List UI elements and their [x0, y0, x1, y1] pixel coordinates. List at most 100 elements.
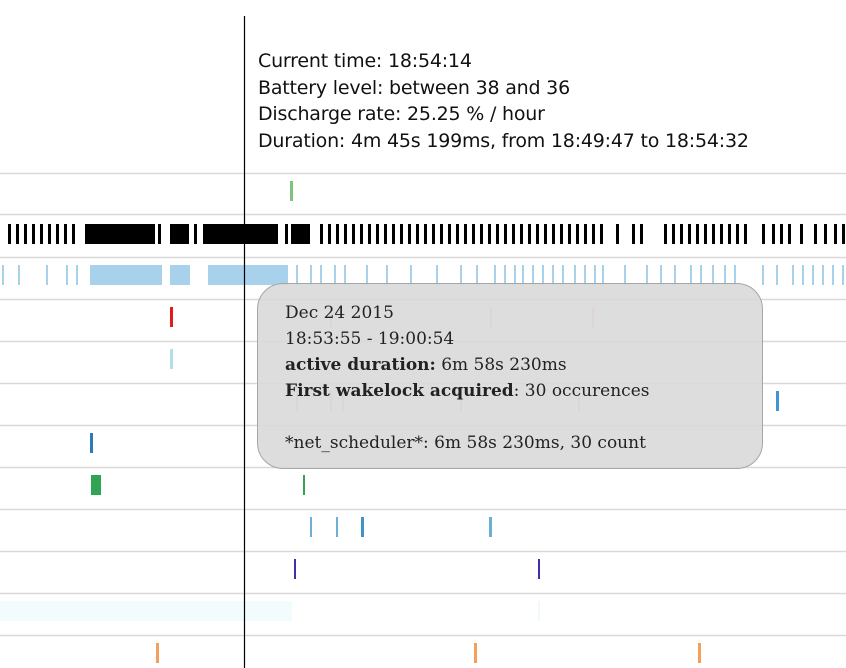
tooltip-first-wakelock: First wakelock acquired: 30 occurences [285, 378, 762, 404]
wakelock-segment [532, 265, 534, 285]
event-tick [303, 475, 305, 495]
wakelock-tooltip: Dec 24 2015 18:53:55 - 19:00:54 active d… [257, 283, 763, 469]
tooltip-net-scheduler: *net_scheduler*: 6m 58s 230ms, 30 count [285, 433, 646, 453]
wakelock-segment [700, 265, 702, 285]
event-tick [310, 517, 312, 537]
event-tick [156, 643, 159, 663]
screen-on-segment [488, 224, 491, 244]
screen-on-segment [640, 224, 643, 244]
wakelock-segment [460, 265, 462, 285]
wakelock-segment [734, 265, 736, 285]
first-wakelock-value: : 30 occurences [513, 381, 650, 401]
wakelock-segment [832, 265, 834, 285]
screen-on-segment [800, 224, 803, 244]
event-tick [489, 517, 492, 537]
screen-on-segment [408, 224, 411, 244]
screen-on-segment [584, 224, 587, 244]
wakelock-segment [542, 265, 544, 285]
event-tick [90, 433, 93, 453]
screen-on-segment [40, 224, 43, 244]
duration: Duration: 4m 45s 199ms, from 18:49:47 to… [258, 129, 749, 152]
event-tick [290, 181, 293, 201]
wakelock-segment [344, 265, 346, 285]
screen-on-segment [704, 224, 707, 244]
wakelock-segment [18, 265, 20, 285]
screen-on-segment [344, 224, 347, 244]
discharge-rate: Discharge rate: 25.25 % / hour [258, 103, 545, 125]
screen-on-segment [72, 224, 75, 244]
screen-on-segment [834, 224, 837, 244]
screen-on-segment [688, 224, 691, 244]
event-tick [170, 307, 173, 327]
wakelock-segment [504, 265, 506, 285]
screen-on-segment [772, 224, 775, 244]
wakelock-segment [602, 265, 604, 285]
wakelock-segment [522, 265, 524, 285]
wakelock-segment [552, 265, 554, 285]
screen-on-segment [170, 224, 189, 244]
screen-on-segment [64, 224, 67, 244]
screen-on-segment [762, 224, 765, 244]
wakelock-segment [562, 265, 564, 285]
event-tick [170, 349, 173, 369]
wakelock-segment [76, 265, 78, 285]
wakelock-segment [90, 265, 162, 285]
wakelock-segment [514, 265, 516, 285]
screen-on-segment [664, 224, 667, 244]
screen-on-segment [440, 224, 443, 244]
screen-on-segment [16, 224, 19, 244]
screen-on-segment [720, 224, 723, 244]
screen-on-segment [496, 224, 499, 244]
screen-on-segment [384, 224, 387, 244]
screen-on-segment [32, 224, 35, 244]
event-tick [698, 643, 701, 663]
wakelock-segment [674, 265, 676, 285]
wakelock-segment [574, 265, 576, 285]
wakelock-segment [842, 265, 844, 285]
screen-on-segment [291, 224, 310, 244]
event-tick [336, 517, 338, 537]
screen-on-segment [85, 224, 155, 244]
wakelock-segment [822, 265, 824, 285]
screen-on-segment [376, 224, 379, 244]
screen-on-segment [672, 224, 675, 244]
event-tick [91, 475, 101, 495]
wakelock-segment [712, 265, 714, 285]
screen-on-segment [842, 224, 845, 244]
wakelock-segment [366, 265, 368, 285]
screen-on-segment [560, 224, 563, 244]
screen-on-segment [576, 224, 579, 244]
screen-on-segment [520, 224, 523, 244]
wakelock-segment [584, 265, 586, 285]
tooltip-time-range: 18:53:55 - 19:00:54 [285, 329, 455, 349]
screen-on-segment [24, 224, 27, 244]
timeline-marks [0, 181, 845, 663]
current-time: Current time: 18:54:14 [258, 50, 472, 72]
screen-on-segment [8, 224, 11, 244]
wakelock-segment [296, 265, 298, 285]
wakelock-segment [812, 265, 814, 285]
screen-on-segment [336, 224, 339, 244]
screen-on-segment [432, 224, 435, 244]
wakelock-segment [386, 265, 388, 285]
screen-on-segment [158, 224, 161, 244]
screen-on-segment [203, 224, 278, 244]
screen-on-segment [552, 224, 555, 244]
screen-on-segment [736, 224, 739, 244]
wakelock-segment [170, 265, 190, 285]
wakelock-segment [660, 265, 662, 285]
screen-on-segment [400, 224, 403, 244]
wakelock-segment [476, 265, 478, 285]
screen-on-segment [536, 224, 539, 244]
screen-on-segment [285, 224, 288, 244]
screen-on-segment [352, 224, 355, 244]
screen-on-segment [48, 224, 51, 244]
screen-on-segment [544, 224, 547, 244]
wakelock-segment [66, 265, 68, 285]
screen-on-segment [788, 224, 791, 244]
screen-on-segment [456, 224, 459, 244]
screen-on-segment [680, 224, 683, 244]
active-duration-label: active duration: [285, 355, 436, 375]
screen-on-segment [416, 224, 419, 244]
wakelock-segment [594, 265, 596, 285]
